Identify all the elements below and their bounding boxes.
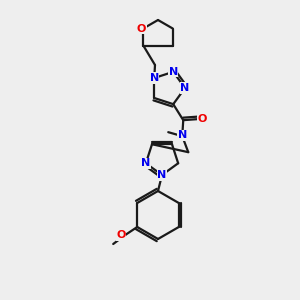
Text: N: N xyxy=(158,170,166,180)
Text: N: N xyxy=(150,73,159,83)
Text: N: N xyxy=(180,83,190,93)
Text: N: N xyxy=(169,67,178,77)
Text: O: O xyxy=(198,114,207,124)
Text: O: O xyxy=(116,230,126,240)
Text: N: N xyxy=(141,158,151,168)
Text: N: N xyxy=(178,130,187,140)
Text: O: O xyxy=(136,23,146,34)
